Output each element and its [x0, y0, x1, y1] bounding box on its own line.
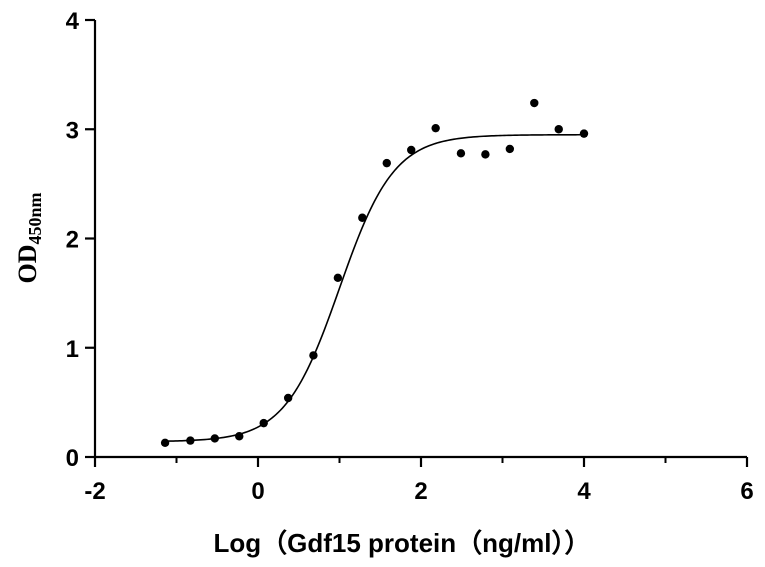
x-tick-label: 6 [740, 478, 753, 505]
data-point [505, 144, 515, 154]
data-point [530, 98, 539, 108]
data-point [382, 158, 391, 168]
y-axis-title-subscript: 450nm [25, 192, 45, 244]
y-tick-label: 2 [66, 227, 79, 254]
fit-curve [165, 133, 584, 442]
data-point [431, 123, 440, 133]
x-tick-label: 2 [414, 478, 427, 505]
axes [93, 20, 747, 459]
y-tick-label: 3 [66, 117, 79, 144]
data-point [186, 436, 195, 445]
data-point [358, 213, 367, 222]
data-point [283, 393, 293, 403]
x-tick-label: 4 [577, 478, 591, 505]
y-tick-label: 0 [66, 445, 79, 472]
data-point [309, 351, 318, 360]
y-tick-label: 1 [66, 336, 79, 363]
data-point [259, 418, 268, 428]
data-point [160, 438, 170, 447]
data-point [407, 145, 416, 155]
x-tick-label: 0 [251, 478, 264, 505]
y-axis-title-main: OD [13, 245, 42, 284]
y-axis-title: OD450nm [13, 192, 45, 283]
data-point [235, 432, 244, 441]
x-axis-title: Log（Gdf15 protein（ng/ml）） [214, 528, 591, 558]
data-point [210, 434, 220, 443]
x-tick-label: -2 [84, 478, 105, 505]
data-point [333, 273, 343, 283]
ticks [85, 18, 749, 467]
data-points [160, 98, 589, 447]
data-point [481, 150, 490, 159]
y-tick-label: 4 [66, 8, 80, 35]
data-point [456, 149, 466, 158]
data-point [579, 129, 589, 138]
data-point [554, 125, 563, 134]
